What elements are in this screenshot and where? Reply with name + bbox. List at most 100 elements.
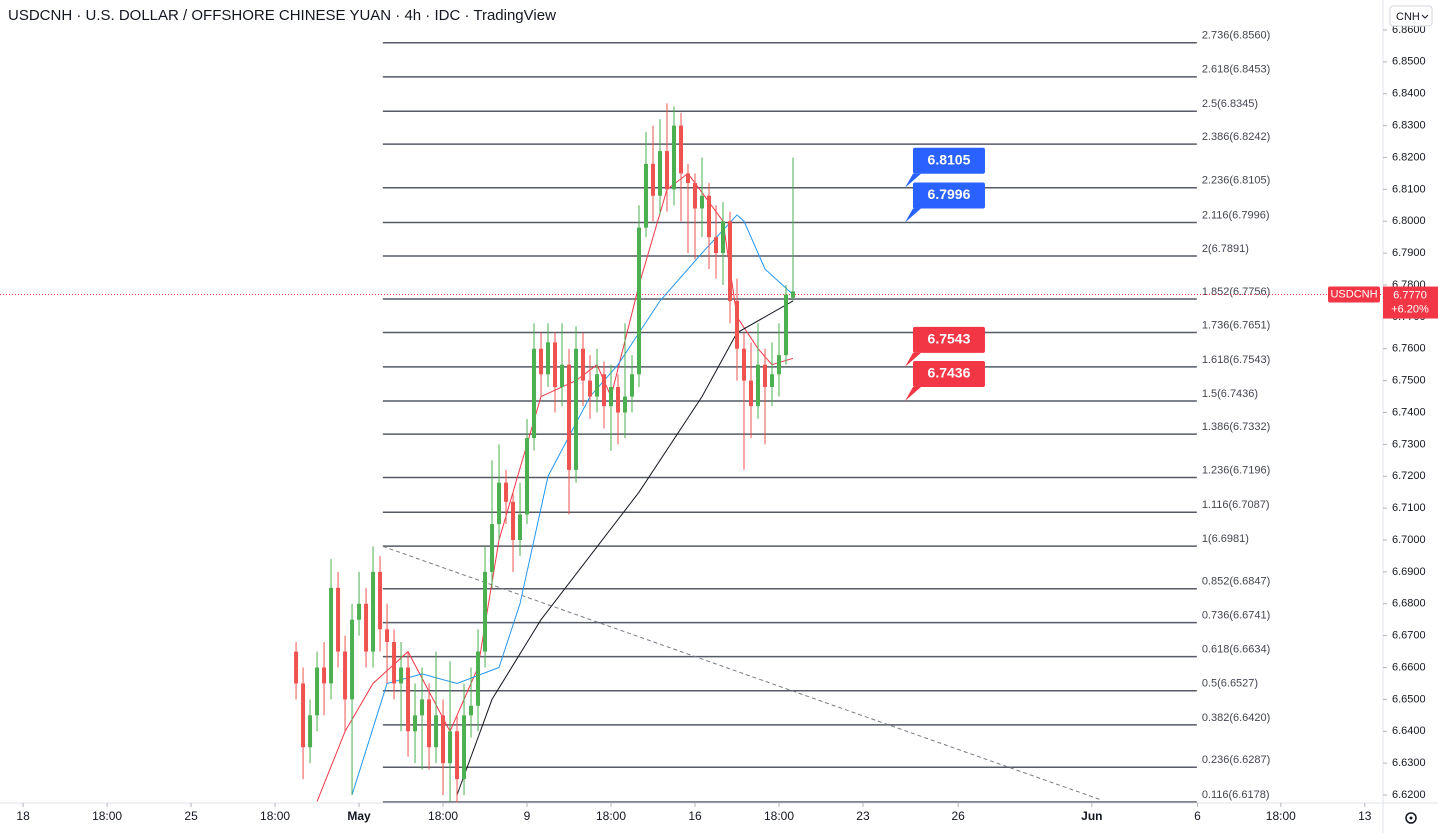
fib-level-label: 2(6.7891)	[1202, 243, 1249, 255]
y-tick-label: 6.8200	[1392, 151, 1426, 163]
candle-body	[490, 524, 495, 572]
y-tick-label: 6.7500	[1392, 375, 1426, 387]
fib-level-label: 0.618(6.6634)	[1202, 644, 1271, 656]
candle-body	[497, 482, 502, 525]
candle-body	[315, 667, 320, 716]
currency-dropdown[interactable]	[1389, 5, 1433, 27]
y-tick-label: 6.8100	[1392, 183, 1426, 195]
candle-body	[699, 195, 704, 209]
x-tick-label: 18:00	[92, 809, 122, 823]
candle-body	[343, 651, 348, 700]
chart-title: USDCNH · U.S. DOLLAR / OFFSHORE CHINESE …	[8, 7, 556, 24]
candle-body	[322, 667, 327, 684]
y-tick-label: 6.7400	[1392, 406, 1426, 418]
fib-level-label: 0.236(6.6287)	[1202, 754, 1271, 766]
fib-level-label: 2.736(6.8560)	[1202, 30, 1271, 42]
fib-level-label: 1.852(6.7756)	[1202, 286, 1271, 298]
candle-body	[679, 125, 684, 174]
callout-box	[912, 326, 985, 353]
candle-body	[783, 294, 788, 356]
candle-body	[741, 348, 746, 381]
symbol-tag-label: USDCNH	[1330, 288, 1377, 300]
plot-area: 2.736(6.8560) 2.618(6.8453) 2.5(6.8345) 2.3…	[0, 30, 1383, 803]
candle-body	[623, 396, 628, 413]
fib-level-label: 2.116(6.7996)	[1202, 209, 1270, 221]
x-tick-label: Jun	[1081, 809, 1102, 823]
candle-body	[483, 571, 488, 652]
y-tick-label: 6.8500	[1392, 56, 1426, 68]
candle-body	[518, 514, 523, 541]
candle-body	[720, 221, 725, 254]
x-tick-label: May	[347, 809, 371, 823]
candle-body	[504, 482, 509, 502]
y-tick-label: 6.6200	[1392, 789, 1426, 801]
price-tag-change: +6.20%	[1391, 303, 1429, 315]
price-tag-value: 6.7770	[1393, 289, 1427, 301]
candle-body	[630, 374, 635, 397]
candle-body	[665, 151, 670, 190]
y-tick-label: 6.7300	[1392, 438, 1426, 450]
candle-body	[357, 603, 362, 620]
y-tick-label: 6.6400	[1392, 725, 1426, 737]
candle-body	[692, 182, 697, 209]
callout-label: 6.8105	[928, 151, 971, 167]
price-callout: 6.7543	[904, 326, 985, 367]
candle-body	[525, 438, 530, 515]
candle-body	[406, 667, 411, 732]
fib-level-label: 1.5(6.7436)	[1202, 388, 1258, 400]
candle-body	[706, 195, 711, 238]
candle-body	[574, 348, 579, 470]
callout-box	[912, 361, 985, 388]
callout-pointer	[904, 387, 921, 402]
candle-body	[434, 715, 439, 748]
x-tick-label: 18:00	[1266, 809, 1296, 823]
candle-body	[748, 380, 753, 407]
callout-label: 6.7543	[928, 331, 971, 347]
candle-body	[441, 715, 446, 764]
price-callout: 6.7436	[904, 361, 985, 402]
x-tick-label: 25	[184, 809, 198, 823]
x-tick-label: 23	[856, 809, 870, 823]
y-tick-label: 6.7600	[1392, 343, 1426, 355]
candle-body	[385, 629, 390, 643]
candle-body	[511, 501, 516, 541]
y-tick-label: 6.6700	[1392, 630, 1426, 642]
candle-body	[462, 715, 467, 780]
candle-body	[790, 291, 795, 298]
candle-body	[686, 173, 691, 183]
callout-label: 6.7436	[928, 365, 971, 381]
dropdown-arrow[interactable]	[1421, 14, 1429, 19]
x-tick-label: 26	[951, 809, 965, 823]
candle-body	[427, 699, 432, 748]
candle-body	[532, 348, 537, 438]
y-tick-label: 6.8300	[1392, 120, 1426, 132]
callout-box	[912, 182, 985, 209]
candle-body	[727, 221, 732, 301]
callout-pointer	[904, 352, 921, 367]
candle-body	[588, 380, 593, 397]
currency-label[interactable]: CNH	[1396, 11, 1420, 23]
x-tick-label: 18:00	[260, 809, 290, 823]
candle-body	[609, 386, 614, 407]
x-tick-label: 6	[1194, 809, 1201, 823]
x-tick-label: 18	[16, 809, 30, 823]
y-tick-label: 6.7000	[1392, 534, 1426, 546]
candle-body	[769, 374, 774, 387]
candle-body	[336, 587, 341, 652]
candle-body	[392, 642, 397, 684]
candle-body	[378, 571, 383, 630]
candle-body	[616, 386, 621, 413]
candle-body	[364, 603, 369, 652]
fib-level-label: 1.116(6.7087)	[1202, 499, 1270, 511]
fib-level-label: 0.382(6.6420)	[1202, 712, 1271, 724]
candle-body	[469, 705, 474, 716]
axes: 6.8600 6.8500 6.8400 6.8300 6.8200 6.8100 6.80…	[16, 24, 1425, 823]
settings-icon[interactable]	[1405, 812, 1417, 824]
symbol-tag	[1328, 286, 1380, 303]
candle-body	[581, 348, 586, 381]
candle-body	[546, 342, 551, 375]
y-tick-label: 6.8000	[1392, 215, 1426, 227]
candle-body	[308, 715, 313, 748]
